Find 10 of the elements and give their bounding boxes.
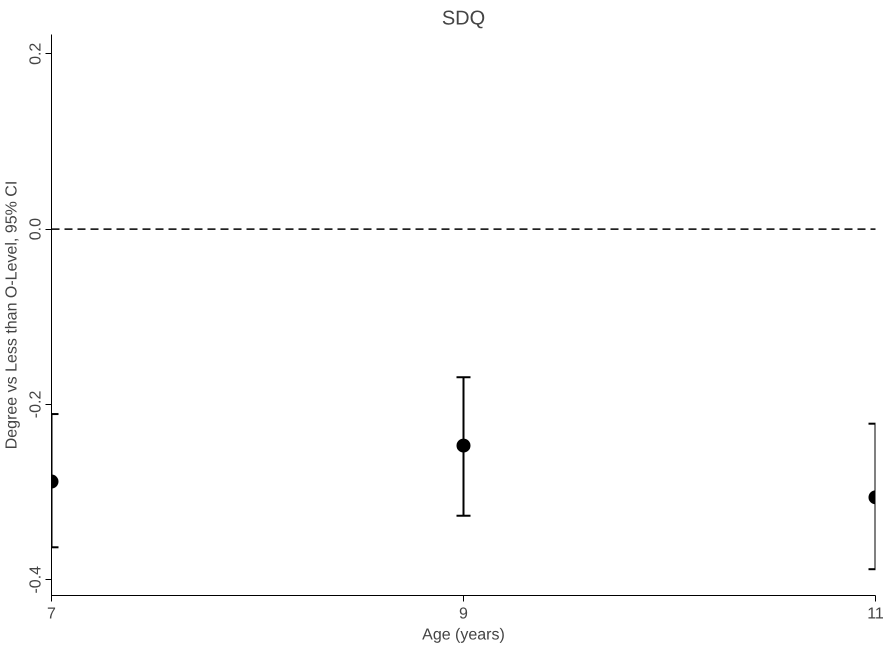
chart-title: SDQ: [442, 8, 486, 30]
y-tick-label: -0.4: [28, 566, 44, 594]
y-axis-title: Degree vs Less than O-Level, 95% CI: [4, 180, 20, 450]
x-tick-label: 11: [867, 606, 884, 622]
y-tick-label: -0.2: [28, 390, 44, 418]
y-tick-label: 0.0: [28, 218, 44, 240]
x-axis-title: Age (years): [422, 626, 505, 644]
x-tick-label: 9: [459, 606, 468, 622]
y-tick-label: 0.2: [28, 42, 44, 65]
x-tick-label: 7: [47, 606, 56, 622]
